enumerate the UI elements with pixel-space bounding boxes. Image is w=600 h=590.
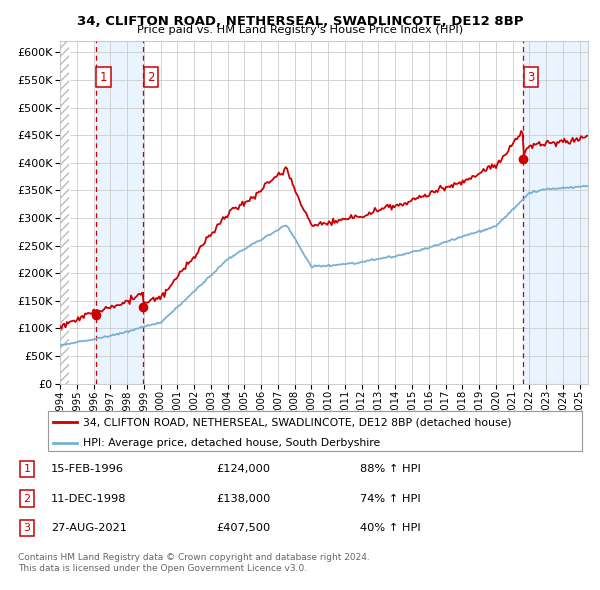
Bar [523, 41, 588, 384]
Text: 11-DEC-1998: 11-DEC-1998 [51, 494, 127, 503]
Text: This data is licensed under the Open Government Licence v3.0.: This data is licensed under the Open Gov… [18, 565, 307, 573]
Text: 3: 3 [23, 523, 31, 533]
Text: Contains HM Land Registry data © Crown copyright and database right 2024.: Contains HM Land Registry data © Crown c… [18, 553, 370, 562]
Text: 88% ↑ HPI: 88% ↑ HPI [360, 464, 421, 474]
Text: 74% ↑ HPI: 74% ↑ HPI [360, 494, 421, 503]
Text: 27-AUG-2021: 27-AUG-2021 [51, 523, 127, 533]
Text: 15-FEB-1996: 15-FEB-1996 [51, 464, 124, 474]
Text: 34, CLIFTON ROAD, NETHERSEAL, SWADLINCOTE, DE12 8BP (detached house): 34, CLIFTON ROAD, NETHERSEAL, SWADLINCOT… [83, 418, 511, 428]
Text: HPI: Average price, detached house, South Derbyshire: HPI: Average price, detached house, Sout… [83, 438, 380, 448]
Text: 34, CLIFTON ROAD, NETHERSEAL, SWADLINCOTE, DE12 8BP: 34, CLIFTON ROAD, NETHERSEAL, SWADLINCOT… [77, 15, 523, 28]
Text: 1: 1 [100, 71, 107, 84]
Text: £138,000: £138,000 [216, 494, 271, 503]
Bar [60, 41, 69, 384]
Text: 2: 2 [147, 71, 155, 84]
FancyBboxPatch shape [48, 411, 582, 451]
Bar [60, 41, 69, 384]
Text: £124,000: £124,000 [216, 464, 270, 474]
Text: 2: 2 [23, 494, 31, 503]
Text: 1: 1 [23, 464, 31, 474]
Text: £407,500: £407,500 [216, 523, 270, 533]
Bar [95, 41, 143, 384]
Text: 3: 3 [527, 71, 535, 84]
Text: Price paid vs. HM Land Registry's House Price Index (HPI): Price paid vs. HM Land Registry's House … [137, 25, 463, 35]
Text: 40% ↑ HPI: 40% ↑ HPI [360, 523, 421, 533]
